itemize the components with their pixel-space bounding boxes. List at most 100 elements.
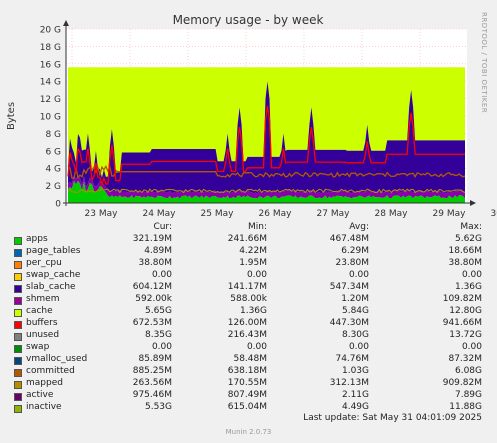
- y-tick-label: 16 G: [40, 60, 61, 70]
- unused-area: [68, 67, 465, 178]
- legend-avg: 467.48M: [329, 234, 369, 244]
- legend-row-inactive: inactive 5.53G 615.04M 4.49G 11.88G: [0, 402, 497, 414]
- legend-header-cur: Cur:: [153, 222, 172, 232]
- y-tick-label: 18 G: [40, 43, 61, 53]
- y-tick-label: 12 G: [40, 95, 61, 105]
- legend-max: 87.32M: [448, 354, 482, 364]
- legend-name: apps: [26, 234, 48, 244]
- legend-min: 241.66M: [227, 234, 267, 244]
- legend-max: 7.89G: [454, 390, 482, 400]
- legend-swatch: [14, 321, 22, 329]
- legend-min: 0.00: [246, 270, 267, 280]
- slab-area: [68, 175, 465, 199]
- last-update: Last update: Sat May 31 04:01:09 2025: [303, 413, 482, 423]
- inactive-line: [67, 105, 465, 188]
- legend-rows: apps 321.19M 241.66M 467.48M 5.62G page_table…: [0, 234, 497, 414]
- legend-row-page-tables: page_tables 4.89M 4.22M 6.29M 18.66M: [0, 246, 497, 258]
- line-series: [67, 105, 466, 194]
- legend-row-vmalloc-used: vmalloc_used 85.89M 58.48M 74.76M 87.32M: [0, 354, 497, 366]
- y-tick-label: 4 G: [45, 165, 61, 175]
- legend-max: 38.80M: [448, 258, 482, 268]
- legend-cur: 4.89M: [144, 246, 172, 256]
- legend-max: 0.00: [461, 270, 482, 280]
- y-axis-arrow: [63, 20, 69, 26]
- legend-row-swap: swap 0.00 0.00 0.00 0.00: [0, 342, 497, 354]
- legend-max: 12.80G: [449, 306, 482, 316]
- legend-cur: 85.89M: [138, 354, 172, 364]
- legend-swatch: [14, 261, 22, 269]
- x-tick-label: 27 May: [317, 209, 351, 219]
- legend-avg: 0.00: [348, 270, 369, 280]
- legend-avg: 0.00: [348, 342, 369, 352]
- y-tick-label: 20 G: [40, 26, 61, 36]
- legend-name: slab_cache: [26, 282, 76, 292]
- legend-cur: 321.19M: [132, 234, 172, 244]
- legend-name: unused: [26, 330, 60, 340]
- legend-min: 807.49M: [227, 390, 267, 400]
- legend: Cur: Min: Avg: Max: apps 321.19M 241.66M 46…: [0, 222, 497, 414]
- legend-header-min: Min:: [247, 222, 267, 232]
- legend-min: 638.18M: [227, 366, 267, 376]
- legend-min: 126.00M: [227, 318, 267, 328]
- legend-name: swap: [26, 342, 50, 352]
- legend-name: buffers: [26, 318, 58, 328]
- legend-min: 170.55M: [227, 378, 267, 388]
- legend-cur: 885.25M: [132, 366, 172, 376]
- legend-cur: 975.46M: [132, 390, 172, 400]
- legend-cur: 38.80M: [138, 258, 172, 268]
- legend-max: 109.82M: [442, 294, 482, 304]
- legend-avg: 1.20M: [341, 294, 369, 304]
- legend-header-max: Max:: [460, 222, 482, 232]
- legend-name: vmalloc_used: [26, 354, 88, 364]
- legend-cur: 5.53G: [144, 402, 172, 412]
- legend-min: 141.17M: [227, 282, 267, 292]
- legend-cur: 0.00: [151, 342, 172, 352]
- legend-row-committed: committed 885.25M 638.18M 1.03G 6.08G: [0, 366, 497, 378]
- y-axis-label: Bytes: [6, 102, 17, 130]
- legend-row-cache: cache 5.65G 1.36G 5.84G 12.80G: [0, 306, 497, 318]
- legend-row-apps: apps 321.19M 241.66M 467.48M 5.62G: [0, 234, 497, 246]
- munin-version: Munin 2.0.73: [225, 428, 272, 436]
- x-tick-label: 29 May: [433, 209, 467, 219]
- x-tick-label: 30 May: [491, 209, 497, 219]
- legend-name: shmem: [26, 294, 60, 304]
- legend-row-per-cpu: per_cpu 38.80M 1.95M 23.80M 38.80M: [0, 258, 497, 270]
- legend-swatch: [14, 369, 22, 377]
- legend-swatch: [14, 345, 22, 353]
- legend-min: 4.22M: [239, 246, 267, 256]
- legend-min: 588.00k: [230, 294, 267, 304]
- legend-avg: 447.30M: [329, 318, 369, 328]
- legend-row-shmem: shmem 592.00k 588.00k 1.20M 109.82M: [0, 294, 497, 306]
- legend-avg: 8.30G: [341, 330, 369, 340]
- legend-max: 11.88G: [449, 402, 482, 412]
- legend-swatch: [14, 405, 22, 413]
- legend-row-active: active 975.46M 807.49M 2.11G 7.89G: [0, 390, 497, 402]
- legend-avg: 547.34M: [329, 282, 369, 292]
- legend-max: 13.72G: [449, 330, 482, 340]
- legend-max: 1.36G: [454, 282, 482, 292]
- legend-avg: 2.11G: [341, 390, 369, 400]
- x-tick-label: 25 May: [201, 209, 235, 219]
- memory-usage-chart: Memory usage - by week Bytes 0 2 G 4 G 6 G 8…: [6, 13, 497, 219]
- legend-name: inactive: [26, 402, 62, 412]
- legend-avg: 1.03G: [341, 366, 369, 376]
- legend-swatch: [14, 381, 22, 389]
- legend-max: 18.66M: [448, 246, 482, 256]
- mapped-line: [67, 188, 466, 194]
- legend-min: 1.36G: [239, 306, 267, 316]
- x-tick-labels: 23 May 24 May 25 May 26 May 27 May 28 May 29 M…: [85, 209, 497, 219]
- legend-max: 0.00: [461, 342, 482, 352]
- committed-line: [67, 164, 466, 180]
- y-tick-label: 2 G: [45, 182, 61, 192]
- legend-min: 1.95M: [239, 258, 267, 268]
- legend-swatch: [14, 357, 22, 365]
- y-tick-labels: 0 2 G 4 G 6 G 8 G 10 G 12 G 14 G 16 G 18 G 20 G: [40, 26, 62, 210]
- legend-swatch: [14, 273, 22, 281]
- x-axis-arrow: [470, 200, 476, 206]
- legend-avg: 4.49G: [341, 402, 369, 412]
- legend-min: 58.48M: [233, 354, 267, 364]
- apps-area: [68, 180, 465, 203]
- legend-avg: 23.80M: [335, 258, 369, 268]
- y-tick-label: 8 G: [45, 130, 61, 140]
- legend-name: per_cpu: [26, 258, 62, 268]
